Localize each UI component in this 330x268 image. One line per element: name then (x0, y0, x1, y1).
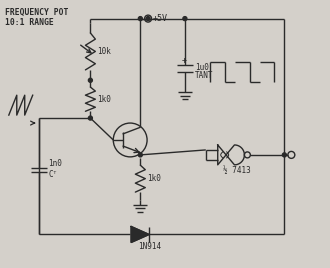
Text: 1u0: 1u0 (195, 63, 209, 72)
Text: TANT: TANT (195, 71, 213, 80)
Circle shape (146, 17, 150, 21)
Text: ½ 7413: ½ 7413 (223, 166, 250, 175)
Text: FREQUENCY POT: FREQUENCY POT (5, 8, 68, 17)
Polygon shape (218, 145, 245, 165)
Circle shape (88, 116, 92, 120)
Text: 1k0: 1k0 (147, 174, 161, 183)
Circle shape (138, 153, 142, 157)
Text: 1k0: 1k0 (97, 95, 111, 104)
Text: 10:1 RANGE: 10:1 RANGE (5, 18, 53, 27)
Circle shape (282, 153, 286, 157)
Circle shape (183, 17, 187, 21)
Text: +: + (182, 56, 187, 65)
Text: 1n0: 1n0 (49, 159, 62, 168)
Polygon shape (131, 226, 149, 243)
Circle shape (88, 78, 92, 82)
Circle shape (138, 17, 142, 21)
Text: 10k: 10k (97, 47, 111, 56)
Text: +5V: +5V (153, 14, 168, 23)
Text: Cᵀ: Cᵀ (49, 170, 58, 179)
Text: 1N914: 1N914 (138, 242, 161, 251)
